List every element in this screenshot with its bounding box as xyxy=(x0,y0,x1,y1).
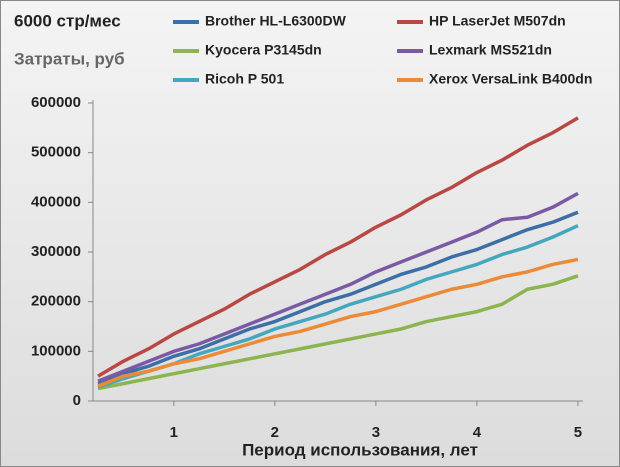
series-line xyxy=(97,191,579,383)
series-line xyxy=(97,257,579,388)
x-tick-label: 5 xyxy=(574,424,582,441)
legend-label: Brother HL-L6300DW xyxy=(205,13,347,29)
legend-label: HP LaserJet M507dn xyxy=(429,13,566,29)
legend-label: Lexmark MS521dn xyxy=(429,42,552,58)
y-tick-label: 600000 xyxy=(31,94,81,111)
x-tick-label: 1 xyxy=(170,424,178,441)
series-line xyxy=(97,116,579,378)
x-tick-label: 3 xyxy=(372,424,380,441)
y-tick-label: 100000 xyxy=(31,342,81,359)
x-axis-label: Период использования, лет xyxy=(242,440,478,459)
legend-label: Ricoh P 501 xyxy=(205,71,284,87)
series-line xyxy=(97,274,579,391)
chart-title: 6000 стр/мес xyxy=(14,11,121,30)
legend-label: Kyocera P3145dn xyxy=(205,42,322,58)
x-tick-label: 4 xyxy=(473,424,482,441)
y-tick-label: 0 xyxy=(73,392,81,409)
y-tick-label: 400000 xyxy=(31,193,81,210)
y-tick-label: 200000 xyxy=(31,293,81,310)
series-line xyxy=(97,210,579,386)
x-tick-label: 2 xyxy=(271,424,279,441)
y-tick-label: 500000 xyxy=(31,144,81,161)
legend-label: Xerox VersaLink B400dn xyxy=(429,71,592,87)
y-axis-label: Затраты, руб xyxy=(14,49,125,68)
y-tick-label: 300000 xyxy=(31,243,81,260)
